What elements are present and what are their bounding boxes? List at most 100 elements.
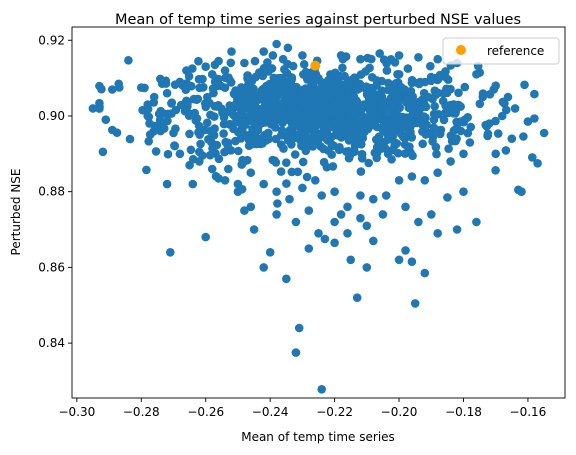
legend-frame bbox=[442, 37, 560, 65]
data-point bbox=[185, 129, 194, 139]
data-point bbox=[407, 133, 417, 142]
data-point bbox=[285, 125, 295, 135]
data-point bbox=[297, 87, 307, 96]
data-point bbox=[269, 97, 279, 107]
data-point bbox=[170, 141, 179, 150]
data-point bbox=[276, 167, 286, 176]
data-point bbox=[394, 176, 404, 185]
data-point bbox=[403, 64, 413, 73]
data-point bbox=[236, 99, 245, 108]
x-tick-label: −0.26 bbox=[187, 405, 224, 419]
data-point bbox=[210, 112, 219, 121]
data-point bbox=[101, 115, 111, 124]
data-point bbox=[304, 206, 314, 215]
data-point bbox=[323, 85, 333, 95]
reference-point bbox=[310, 60, 321, 71]
data-point bbox=[108, 125, 117, 135]
data-point bbox=[355, 79, 365, 89]
data-point bbox=[401, 246, 410, 255]
data-point bbox=[167, 98, 177, 107]
data-point bbox=[399, 132, 408, 142]
data-point bbox=[430, 102, 440, 111]
data-point bbox=[347, 75, 356, 85]
x-axis-title: Mean of temp time series bbox=[241, 430, 395, 444]
data-point bbox=[143, 111, 152, 121]
data-point bbox=[311, 176, 320, 185]
data-point bbox=[382, 66, 392, 75]
data-point bbox=[185, 160, 194, 170]
data-point bbox=[485, 119, 494, 128]
data-point bbox=[386, 114, 396, 124]
data-point bbox=[372, 76, 382, 85]
data-point bbox=[226, 58, 236, 68]
data-point bbox=[325, 102, 335, 112]
data-point bbox=[194, 74, 204, 84]
data-point bbox=[392, 139, 402, 148]
data-point bbox=[188, 179, 198, 189]
data-point bbox=[163, 149, 173, 159]
data-point bbox=[369, 194, 378, 204]
data-point bbox=[253, 124, 262, 133]
y-tick-label: 0.84 bbox=[38, 336, 65, 350]
data-point bbox=[182, 96, 191, 106]
data-point bbox=[472, 217, 481, 227]
data-point bbox=[218, 108, 227, 118]
data-point bbox=[319, 144, 328, 154]
data-point bbox=[407, 257, 417, 267]
data-point bbox=[276, 131, 286, 140]
data-point bbox=[364, 158, 374, 168]
data-point bbox=[442, 84, 451, 94]
data-point bbox=[282, 179, 291, 188]
data-point bbox=[299, 60, 309, 69]
y-axis-title: Perturbed NSE bbox=[9, 169, 23, 256]
data-point bbox=[439, 115, 449, 125]
data-point bbox=[268, 51, 278, 60]
data-point bbox=[308, 114, 318, 124]
data-point bbox=[311, 95, 321, 105]
data-point bbox=[441, 101, 450, 110]
data-point bbox=[394, 51, 404, 60]
data-point bbox=[161, 79, 171, 88]
data-point bbox=[341, 124, 350, 133]
data-point bbox=[405, 142, 414, 151]
data-point bbox=[298, 183, 307, 193]
data-point bbox=[249, 139, 258, 149]
y-tick-label: 0.86 bbox=[38, 260, 65, 274]
data-point bbox=[444, 108, 453, 118]
data-point bbox=[356, 167, 366, 176]
data-point bbox=[384, 78, 393, 88]
data-point bbox=[367, 54, 376, 64]
data-point bbox=[533, 159, 542, 168]
data-point bbox=[319, 121, 328, 130]
data-point bbox=[327, 140, 336, 149]
data-point bbox=[491, 81, 501, 90]
data-point bbox=[530, 114, 539, 123]
data-point bbox=[352, 293, 362, 303]
data-point bbox=[143, 100, 152, 109]
data-point bbox=[435, 129, 445, 139]
data-point bbox=[272, 210, 281, 219]
data-point bbox=[219, 129, 228, 138]
data-point bbox=[290, 150, 300, 159]
data-point bbox=[175, 149, 185, 159]
data-point bbox=[433, 229, 443, 238]
data-point bbox=[162, 179, 172, 189]
data-point bbox=[338, 63, 347, 73]
data-point bbox=[423, 128, 432, 137]
data-point bbox=[290, 97, 300, 106]
data-point bbox=[373, 111, 383, 121]
data-point bbox=[407, 75, 417, 85]
data-point bbox=[194, 121, 204, 131]
data-point bbox=[306, 106, 315, 116]
data-point bbox=[287, 167, 297, 177]
data-point bbox=[203, 92, 212, 102]
data-point bbox=[137, 83, 146, 92]
data-point bbox=[265, 248, 275, 257]
data-point bbox=[207, 70, 217, 79]
data-point bbox=[429, 123, 439, 132]
plot-area: −0.30 −0.28 −0.26 −0.24 −0.22 −0.20 −0.18 −0.16… bbox=[38, 26, 566, 419]
y-axis-ticks: 0.84 0.86 0.88 0.90 0.92 bbox=[38, 33, 72, 350]
data-point bbox=[424, 92, 433, 102]
data-point bbox=[214, 56, 223, 66]
data-point bbox=[279, 144, 288, 153]
